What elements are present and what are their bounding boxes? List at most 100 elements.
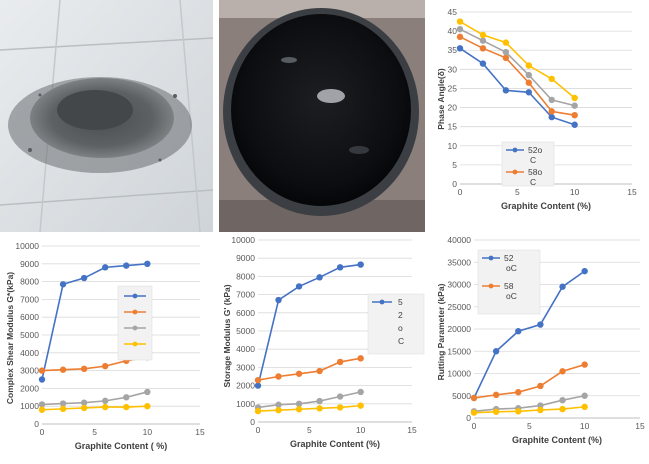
x-tick-label: 0 (472, 421, 477, 431)
complex-shear-modulus-chart: 0 1000 2000 3000 4000 5000 6000 7000 8000 9000 100… (0, 238, 214, 464)
data-point (102, 362, 109, 370)
y-tick-label: 6000 (236, 308, 255, 318)
legend-text: oC (506, 291, 517, 301)
data-point (144, 403, 151, 410)
data-point (102, 403, 109, 411)
data-point (581, 403, 588, 411)
y-tick-label: 0 (452, 179, 457, 189)
data-point (295, 406, 303, 413)
x-tick-label: 0 (458, 187, 463, 197)
data-point (548, 113, 555, 121)
data-point (316, 274, 323, 281)
data-point (537, 402, 544, 409)
legend-swatch-marker (488, 255, 494, 261)
y-tick-label: 1000 (20, 401, 39, 411)
legend-text: 58o (528, 167, 542, 177)
y-tick-label: 5 (452, 160, 457, 170)
x-tick-label: 0 (40, 427, 45, 437)
legend-text: 52 (504, 253, 514, 263)
series-line (41, 405, 148, 411)
legend-text: C (530, 155, 536, 165)
data-point (492, 408, 500, 415)
data-point (559, 283, 566, 290)
data-point (38, 376, 46, 383)
x-tick-label: 10 (580, 421, 590, 431)
data-point (456, 45, 464, 52)
series-line (473, 394, 585, 413)
y-tick-label: 30 (448, 64, 458, 74)
y-tick-label: 0 (250, 417, 255, 427)
data-point (479, 37, 487, 44)
series-line (473, 406, 585, 414)
y-tick-label: 8000 (236, 271, 255, 281)
data-point (548, 75, 555, 83)
legend-text: C (398, 336, 404, 346)
storage-modulus-chart-svg: 0100020003000400050006000700080009000100… (222, 235, 425, 449)
series-line (473, 270, 586, 399)
x-axis-label: Graphite Content (%) (290, 439, 380, 449)
x-tick-label: 15 (635, 421, 645, 431)
data-point (254, 382, 262, 389)
data-point (316, 367, 323, 375)
data-point (515, 328, 522, 335)
y-tick-label: 0 (466, 413, 471, 423)
phase-angle-chart: 0 5 10 15 20 25 30 35 40 45 0 5 10 15 Graphite Content… (432, 4, 647, 228)
complex-shear-modulus-chart-svg: 0100020003000400050006000700080009000100… (5, 241, 205, 451)
data-point (38, 401, 46, 408)
data-point (479, 31, 487, 39)
storage-modulus-chart: 0 1000 2000 3000 4000 5000 6000 7000 8000 9000 100… (218, 232, 426, 464)
graphite-powder-photo (0, 0, 213, 232)
data-point (316, 397, 323, 405)
x-tick-label: 0 (256, 425, 261, 435)
series-line (257, 391, 361, 409)
data-point (502, 48, 510, 56)
data-point (357, 355, 364, 362)
y-tick-label: 10000 (231, 235, 255, 245)
y-tick-label: 15 (448, 122, 458, 132)
data-point (559, 405, 566, 413)
data-point (479, 60, 487, 67)
y-tick-label: 2000 (20, 383, 39, 393)
y-tick-label: 25 (448, 83, 458, 93)
data-point (123, 394, 130, 401)
series-line (459, 36, 575, 116)
legend-swatch-marker (488, 283, 494, 289)
data-point (492, 348, 500, 355)
legend-box (477, 249, 541, 315)
y-tick-label: 4000 (236, 344, 255, 354)
data-point (502, 54, 510, 62)
x-tick-label: 5 (92, 427, 97, 437)
y-tick-label: 3000 (236, 362, 255, 372)
y-tick-label: 5000 (20, 330, 39, 340)
data-point (515, 388, 522, 396)
data-point (336, 404, 344, 411)
data-point (80, 365, 88, 373)
y-axis-label: Storage Modulus G' (kPa) (222, 284, 232, 387)
data-point (38, 406, 46, 413)
x-axis-label: Graphite Content (%) (512, 435, 602, 445)
data-point (571, 102, 578, 109)
data-point (275, 296, 282, 304)
data-point (537, 382, 544, 390)
legend-swatch-marker (132, 341, 138, 347)
data-point (59, 400, 67, 407)
data-point (581, 392, 588, 399)
y-tick-label: 5000 (452, 391, 471, 401)
series-line (473, 363, 585, 399)
y-tick-label: 2000 (236, 381, 255, 391)
y-tick-label: 10 (448, 141, 458, 151)
series-line (41, 263, 148, 380)
data-point (357, 261, 364, 268)
data-point (456, 18, 464, 25)
data-point (456, 26, 464, 33)
data-point (357, 388, 364, 396)
data-point (559, 368, 566, 375)
data-point (80, 399, 88, 406)
rutting-parameter-chart-svg: 0 5000 10000 15000 20000 25000 30000 35000 40000… (436, 235, 645, 445)
series-line (459, 28, 575, 107)
data-point (357, 402, 364, 409)
y-tick-label: 15000 (447, 346, 471, 356)
y-tick-label: 3000 (20, 366, 39, 376)
bitumen-container-illustration (219, 0, 425, 232)
data-point (559, 397, 566, 404)
